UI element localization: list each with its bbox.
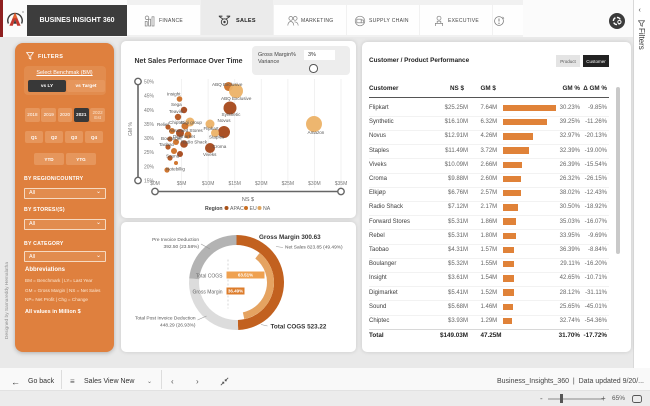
svg-text:Boulanger: Boulanger [161,136,182,141]
svg-text:Assumed Stores: Assumed Stores [169,128,203,133]
svg-text:Relief: Relief [157,122,169,127]
svg-text:$35M: $35M [335,181,348,187]
svg-text:ABQ Exclusive: ABQ Exclusive [212,82,243,87]
svg-text:15%: 15% [144,179,155,185]
svg-text:Sound: Sound [166,154,180,159]
svg-text:Chiptec: Chiptec [169,120,185,125]
svg-text:Digi group: Digi group [181,120,202,125]
svg-text:ABQ Exclusive: ABQ Exclusive [221,96,252,101]
svg-text:Croma: Croma [213,144,227,149]
svg-text:Insight: Insight [167,92,181,97]
svg-text:Amazon: Amazon [308,130,325,135]
svg-text:Total COGS: Total COGS [196,274,223,280]
svg-text:Novus: Novus [218,118,232,123]
svg-text:Radio Shack: Radio Shack [181,140,208,145]
svg-text:NS $: NS $ [242,197,254,203]
svg-text:Staples: Staples [209,135,225,140]
svg-text:$10M: $10M [202,181,215,187]
svg-text:$15M: $15M [228,181,241,187]
svg-text:Total Post Invoice Deduction: Total Post Invoice Deduction [135,316,196,322]
svg-text:30%: 30% [144,136,155,142]
svg-text:50%: 50% [144,80,155,86]
svg-text:Region: Region [205,206,223,212]
svg-text:$5M: $5M [177,181,187,187]
svg-text:Synthetic: Synthetic [222,112,242,117]
svg-text:Flipkart: Flipkart [204,126,220,131]
svg-text:Net Sales 823.85 (49.49%): Net Sales 823.85 (49.49%) [285,245,343,251]
svg-text:Gross Margin 300.63: Gross Margin 300.63 [259,234,321,241]
svg-text:$20M: $20M [255,181,268,187]
svg-text:NA: NA [263,206,271,212]
svg-text:Viveks: Viveks [203,152,217,157]
svg-text:Notebillig: Notebillig [166,167,185,172]
svg-text:392.50 (23.58%): 392.50 (23.58%) [164,244,200,250]
svg-text:GM %: GM % [128,122,134,136]
svg-text:Pre Invoice Deduction: Pre Invoice Deduction [152,237,199,243]
svg-text:25%: 25% [144,150,155,156]
svg-text:$0M: $0M [150,181,160,187]
svg-text:Sega: Sega [171,102,182,107]
svg-text:APAC: APAC [230,206,244,212]
svg-text:20%: 20% [144,164,155,170]
svg-text:36.49%: 36.49% [228,289,243,294]
svg-text:63.51%: 63.51% [238,273,253,278]
svg-text:Gross Margin: Gross Margin [192,290,222,296]
svg-text:Taobao: Taobao [159,142,175,147]
svg-text:$25M: $25M [282,181,295,187]
svg-text:448.29 (26.93%): 448.29 (26.93%) [160,323,196,329]
svg-text:$30M: $30M [308,181,321,187]
svg-text:45%: 45% [144,94,155,100]
svg-text:Teavisi: Teavisi [169,109,183,114]
svg-text:35%: 35% [144,122,155,128]
svg-text:40%: 40% [144,108,155,114]
svg-text:Digimarket: Digimarket [173,134,196,139]
svg-text:EU: EU [250,206,257,212]
svg-text:Total COGS 523.22: Total COGS 523.22 [271,324,327,331]
